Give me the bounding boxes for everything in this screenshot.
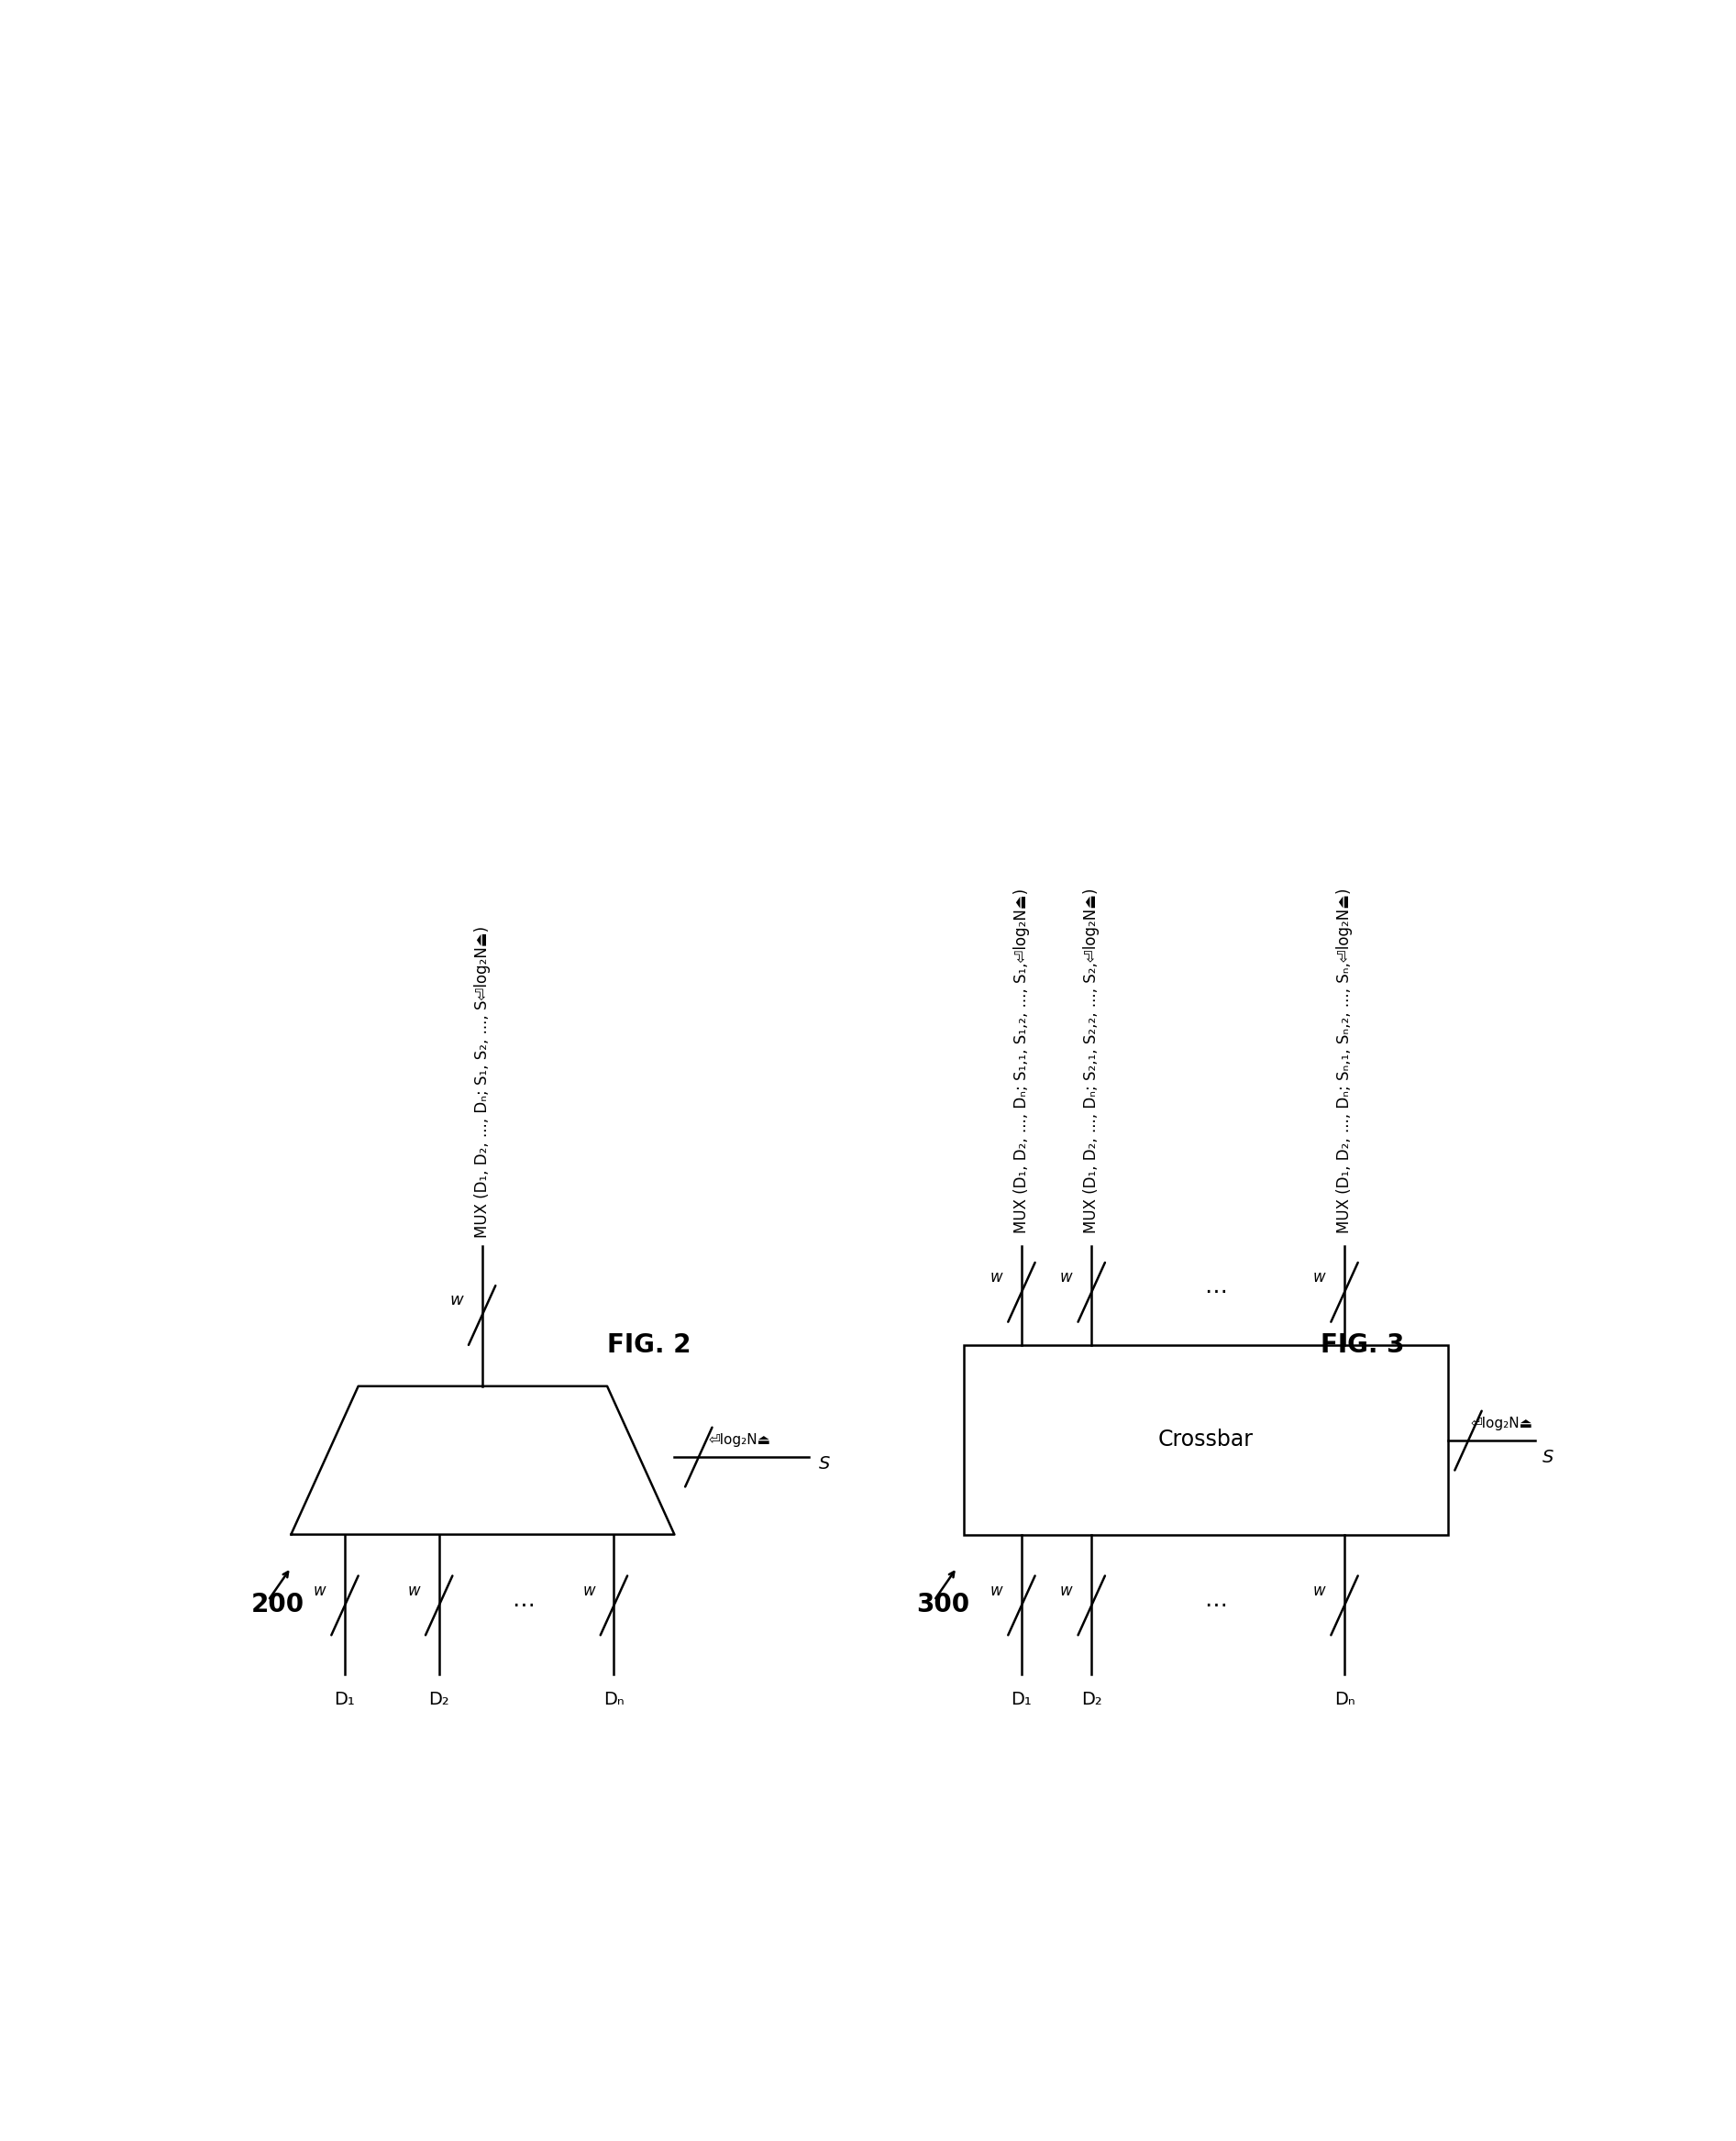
- Bar: [963, 1345, 1448, 1535]
- Text: MUX (D₁, D₂, ..., Dₙ; S₁,₁, S₁,₂, ..., S₁,⏎log₂N⏏): MUX (D₁, D₂, ..., Dₙ; S₁,₁, S₁,₂, ..., S…: [1014, 889, 1029, 1233]
- Text: Dₙ: Dₙ: [604, 1691, 625, 1709]
- Text: MUX (D₁, D₂, ..., Dₙ; Sₙ,₁, Sₙ,₂, ..., Sₙ,⏎log₂N⏏): MUX (D₁, D₂, ..., Dₙ; Sₙ,₁, Sₙ,₂, ..., S…: [1337, 889, 1352, 1233]
- Text: 200: 200: [250, 1591, 304, 1616]
- Text: MUX (D₁, D₂, ..., Dₙ; S₂,₁, S₂,₂, ..., S₂,⏎log₂N⏏): MUX (D₁, D₂, ..., Dₙ; S₂,₁, S₂,₂, ..., S…: [1083, 889, 1101, 1233]
- Text: D₂: D₂: [1082, 1691, 1102, 1709]
- Text: Crossbar: Crossbar: [1158, 1428, 1253, 1452]
- Text: S: S: [818, 1456, 830, 1473]
- Text: ⏎log₂N⏏: ⏎log₂N⏏: [1470, 1417, 1533, 1430]
- Text: S: S: [1542, 1447, 1554, 1467]
- Text: ⋯: ⋯: [512, 1595, 535, 1616]
- Text: w: w: [408, 1582, 420, 1599]
- Text: Dₙ: Dₙ: [1333, 1691, 1354, 1709]
- Text: w: w: [314, 1582, 326, 1599]
- Text: w: w: [990, 1270, 1003, 1285]
- Text: MUX (D₁, D₂, ..., Dₙ; S₁, S₂, ..., S⏎log₂N⏏): MUX (D₁, D₂, ..., Dₙ; S₁, S₂, ..., S⏎log…: [474, 925, 490, 1237]
- Text: w: w: [990, 1582, 1003, 1599]
- Text: w: w: [1312, 1270, 1326, 1285]
- Text: D₁: D₁: [1010, 1691, 1031, 1709]
- Text: ⏎log₂N⏏: ⏎log₂N⏏: [708, 1434, 771, 1447]
- Text: FIG. 2: FIG. 2: [608, 1332, 691, 1357]
- Text: D₂: D₂: [429, 1691, 450, 1709]
- Text: 300: 300: [917, 1591, 970, 1616]
- Text: w: w: [450, 1293, 464, 1308]
- Text: ⋯: ⋯: [1203, 1280, 1227, 1304]
- Text: ⋯: ⋯: [1203, 1595, 1227, 1616]
- Text: w: w: [1061, 1270, 1073, 1285]
- Text: w: w: [1061, 1582, 1073, 1599]
- Text: D₁: D₁: [335, 1691, 356, 1709]
- Text: w: w: [583, 1582, 595, 1599]
- Text: w: w: [1312, 1582, 1326, 1599]
- Text: FIG. 3: FIG. 3: [1321, 1332, 1404, 1357]
